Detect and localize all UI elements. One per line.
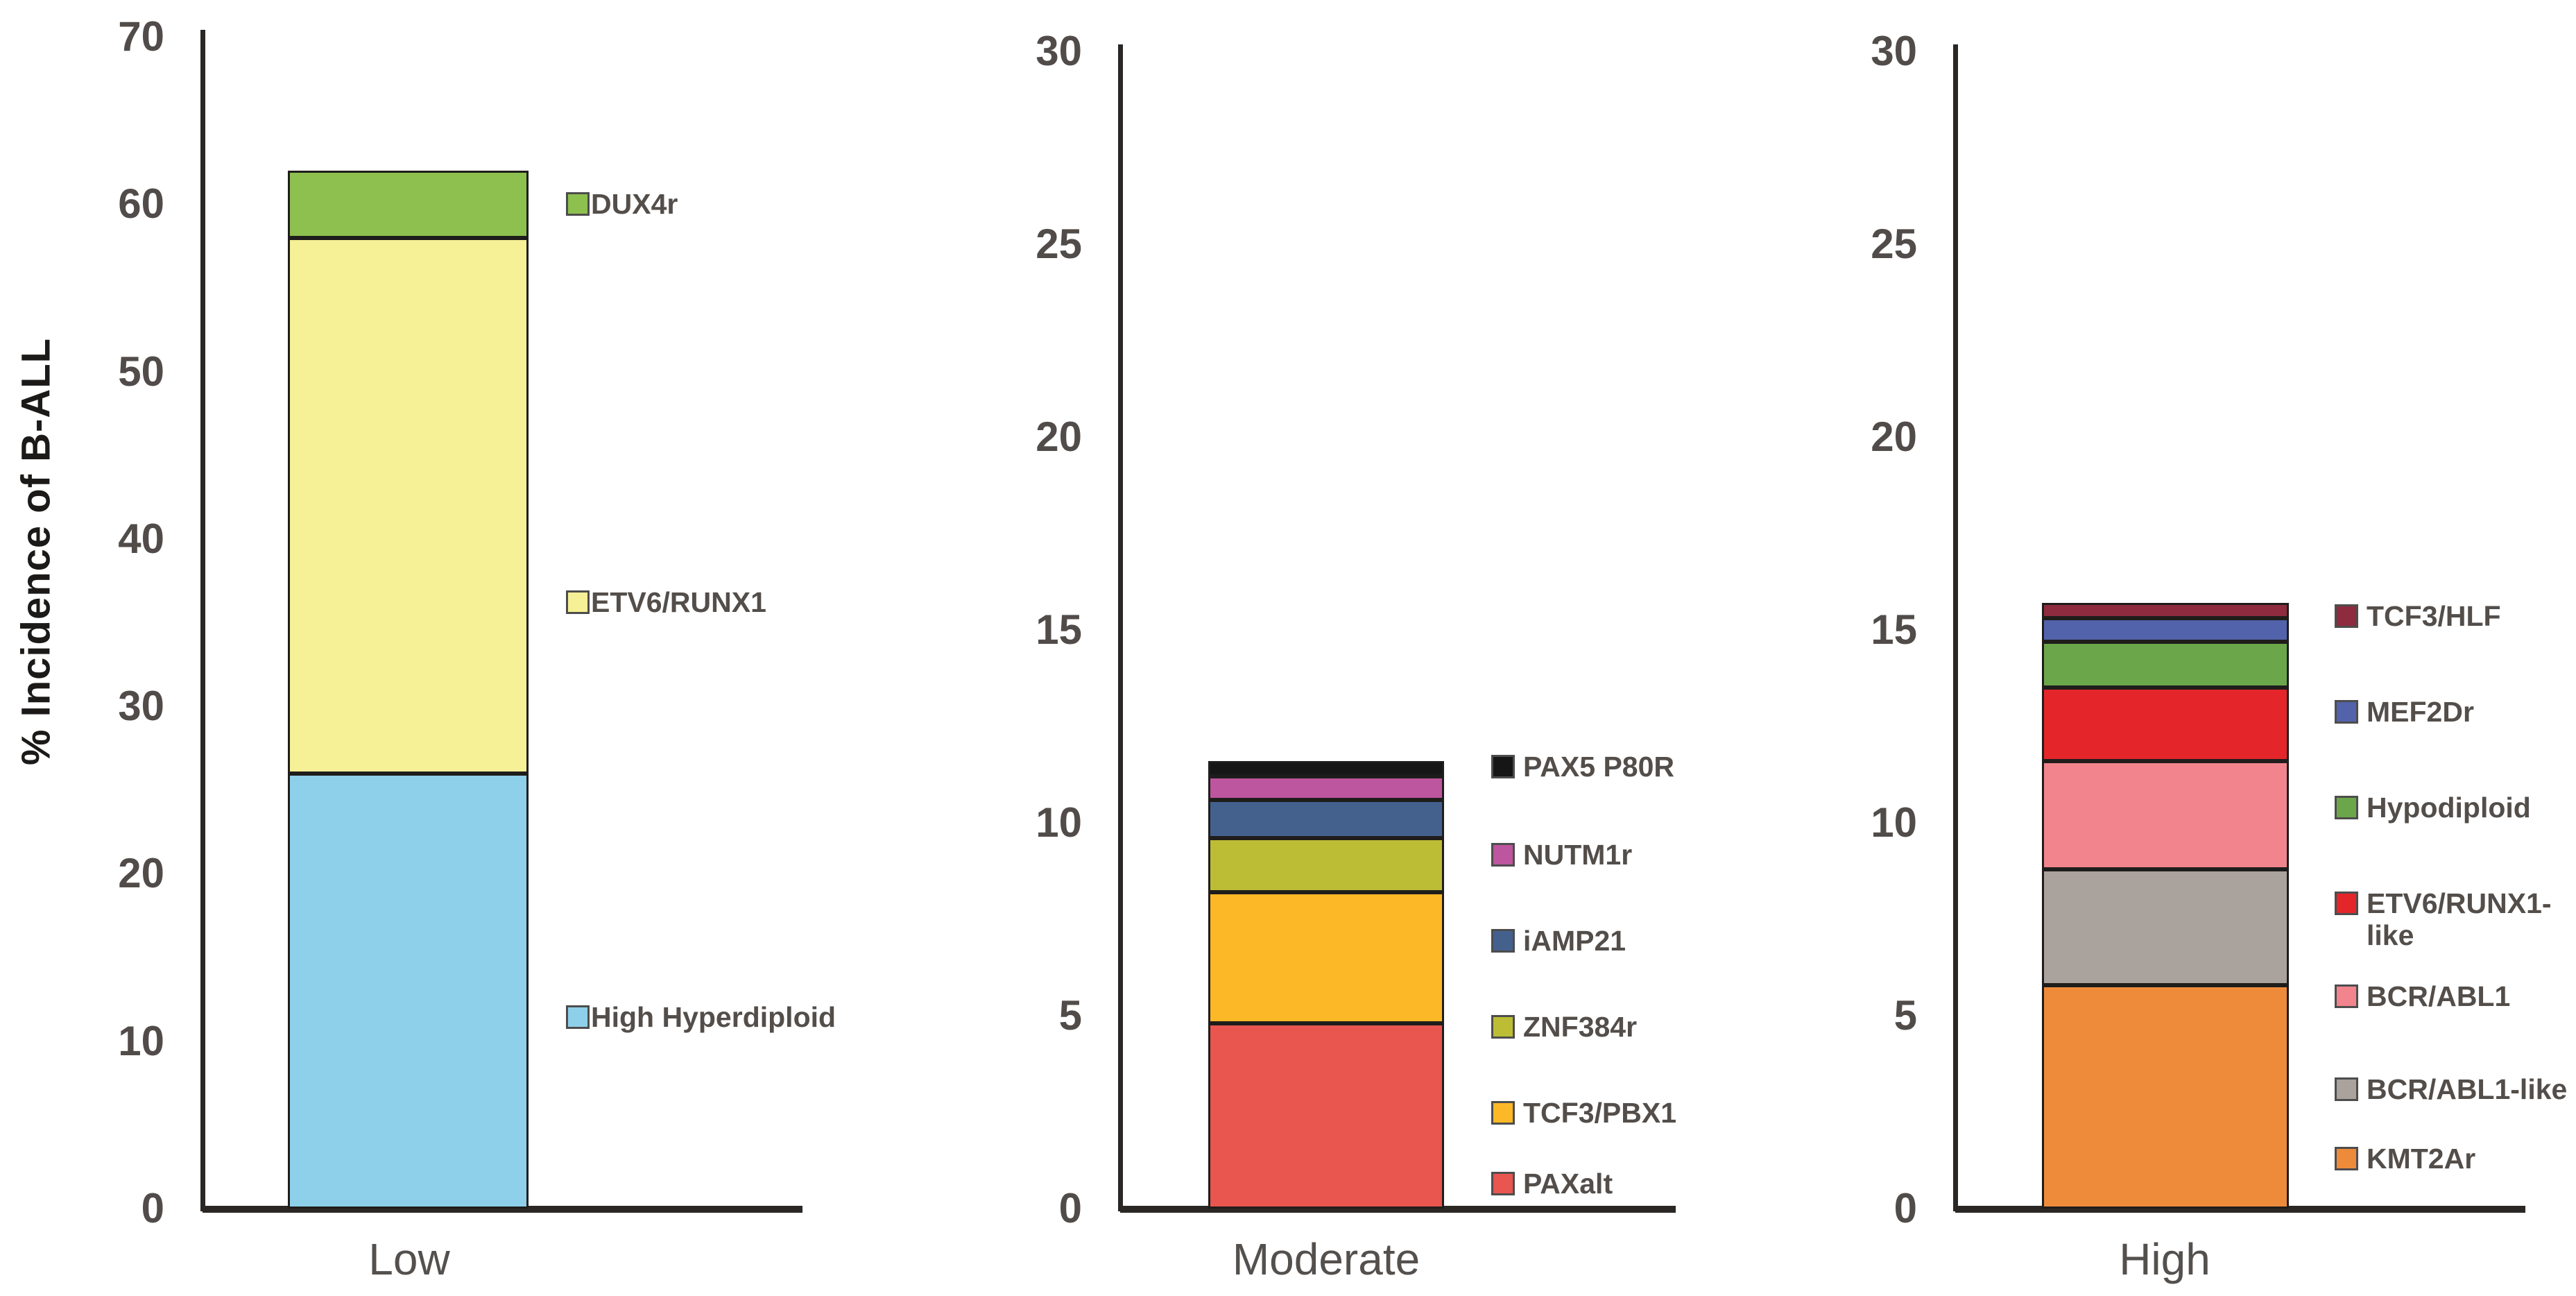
bar-segment-nutm1r [1208,776,1444,800]
legend-swatch-kmt2ar [2335,1147,2358,1170]
y-tick-label: 25 [1871,221,1917,267]
y-tick-label: 15 [1036,606,1082,653]
legend-swatch-bcr-abl1-like [2335,1077,2358,1101]
bar-segment-pax5-p80r [1208,761,1444,777]
legend-swatch-paxalt [1491,1172,1515,1195]
y-tick-label: 10 [1871,799,1917,846]
bar-segment-high-hyperdiploid [288,773,529,1209]
legend-swatch-nutm1r [1491,843,1515,867]
legend-label-mef2dr: MEF2Dr [2367,696,2474,728]
y-tick-label: 15 [1871,606,1917,653]
legend-swatch-znf384r [1491,1015,1515,1039]
legend-label-paxalt: PAXalt [1523,1168,1613,1200]
legend-swatch-high-hyperdiploid [566,1005,590,1029]
y-axis-line [1953,44,1958,1211]
x-axis-line [203,1206,802,1213]
bar-segment-etv6-runx1 [288,237,529,774]
legend-label-iamp21: iAMP21 [1523,925,1626,957]
legend-swatch-etv6-runx1 [566,590,590,614]
legend-label-pax5-p80r: PAX5 P80R [1523,751,1675,783]
legend-swatch-bcr-abl1 [2335,984,2358,1008]
category-label-moderate: Moderate [1232,1234,1420,1284]
y-tick-label: 50 [118,348,164,395]
y-tick-label: 30 [1871,28,1917,74]
legend-swatch-dux4r [566,192,590,216]
bar-segment-mef2dr [2042,618,2289,642]
legend-label-etv6-runx1-like: ETV6/RUNX1- like [2367,887,2552,951]
y-axis-line [200,30,205,1211]
legend-swatch-etv6-runx1-like [2335,892,2358,915]
legend-label-etv6-runx1: ETV6/RUNX1 [591,586,766,618]
y-tick-label: 20 [1871,413,1917,460]
y-tick-label: 10 [1036,799,1082,846]
legend-label-dux4r: DUX4r [591,188,678,220]
y-tick-label: 30 [1036,28,1082,74]
legend-swatch-hypodiploid [2335,796,2358,819]
legend-label-high-hyperdiploid: High Hyperdiploid [591,1001,836,1033]
legend-label-bcr-abl1: BCR/ABL1 [2367,980,2511,1012]
legend-swatch-pax5-p80r [1491,755,1515,778]
y-tick-label: 10 [118,1017,164,1064]
y-tick-label: 0 [1894,1185,1917,1231]
legend-label-bcr-abl1-like: BCR/ABL1-like [2367,1073,2568,1105]
y-tick-label: 25 [1036,221,1082,267]
bar-segment-bcr-abl1-like [2042,869,2289,985]
y-tick-label: 70 [118,13,164,60]
legend-swatch-mef2dr [2335,700,2358,724]
category-label-high: High [2119,1234,2210,1284]
legend-label-tcf3-hlf: TCF3/HLF [2367,600,2501,632]
legend-swatch-iamp21 [1491,929,1515,953]
bar-segment-tcf3-hlf [2042,603,2289,619]
legend-label-hypodiploid: Hypodiploid [2367,792,2531,824]
legend-label-nutm1r: NUTM1r [1523,839,1633,871]
bar-segment-kmt2ar [2042,984,2289,1209]
bar-segment-etv6-runx1-like [2042,688,2289,762]
bar-segment-iamp21 [1208,799,1444,839]
y-tick-label: 0 [1058,1185,1082,1231]
x-axis-line [1120,1206,1676,1213]
bar-segment-paxalt [1208,1023,1444,1209]
bar-segment-znf384r [1208,838,1444,893]
y-tick-label: 20 [118,850,164,897]
bar-segment-tcf3-pbx1 [1208,892,1444,1024]
x-axis-line [1955,1206,2525,1213]
y-tick-label: 5 [1894,992,1917,1039]
legend-label-tcf3-pbx1: TCF3/PBX1 [1523,1097,1676,1129]
legend-swatch-tcf3-hlf [2335,604,2358,628]
legend-swatch-tcf3-pbx1 [1491,1101,1515,1125]
legend-label-znf384r: ZNF384r [1523,1011,1638,1043]
category-label-low: Low [368,1234,450,1284]
y-tick-label: 30 [118,683,164,730]
bar-segment-hypodiploid [2042,641,2289,688]
y-tick-label: 20 [1036,413,1082,460]
bar-segment-dux4r [288,171,529,238]
y-tick-label: 60 [118,180,164,228]
y-axis-line [1118,44,1123,1211]
y-tick-label: 0 [141,1185,164,1231]
bar-segment-bcr-abl1 [2042,761,2289,869]
legend-label-kmt2ar: KMT2Ar [2367,1143,2476,1175]
y-tick-label: 5 [1058,992,1082,1039]
y-tick-label: 40 [118,515,164,562]
